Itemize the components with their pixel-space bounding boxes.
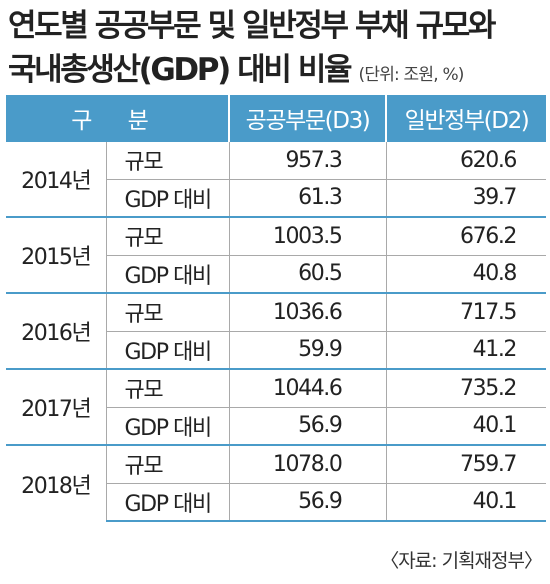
table-row: GDP 대비 59.9 41.2 bbox=[6, 330, 547, 369]
title-line-2: 국내총생산(GDP) 대비 비율 (단위: 조원, %) bbox=[8, 48, 544, 97]
general-value: 40.1 bbox=[385, 406, 547, 445]
debt-table: 구 분 공공부문(D3) 일반정부(D2) 2014년 규모 957.3 620… bbox=[6, 95, 547, 522]
public-value: 61.3 bbox=[229, 178, 387, 217]
row-label: 규모 bbox=[106, 292, 230, 331]
general-value: 39.7 bbox=[385, 178, 547, 217]
public-value: 60.5 bbox=[229, 254, 387, 293]
general-value: 41.2 bbox=[385, 330, 547, 369]
row-label: GDP 대비 bbox=[106, 330, 230, 369]
general-value: 735.2 bbox=[385, 368, 547, 407]
row-label: GDP 대비 bbox=[106, 178, 230, 217]
general-value: 717.5 bbox=[385, 292, 547, 331]
general-value: 40.1 bbox=[385, 482, 547, 522]
year-cell: 2016년 bbox=[6, 292, 107, 369]
public-value: 1044.6 bbox=[229, 368, 387, 407]
header-category: 구 분 bbox=[6, 95, 230, 141]
table-row: 2017년 규모 1044.6 735.2 bbox=[6, 368, 547, 445]
table-row: GDP 대비 60.5 40.8 bbox=[6, 254, 547, 293]
public-value: 1078.0 bbox=[229, 444, 387, 483]
table-row: 2018년 규모 1078.0 759.7 bbox=[6, 444, 547, 521]
title-line-2-text: 국내총생산(GDP) 대비 비율 bbox=[8, 52, 353, 88]
general-value: 620.6 bbox=[385, 140, 547, 179]
row-label: GDP 대비 bbox=[106, 406, 230, 445]
table-row: 2015년 규모 1003.5 676.2 bbox=[6, 216, 547, 293]
year-cell: 2014년 bbox=[6, 140, 107, 217]
title-line-1: 연도별 공공부문 및 일반정부 부채 규모와 bbox=[8, 8, 496, 44]
year-cell: 2017년 bbox=[6, 368, 107, 445]
unit-note: (단위: 조원, %) bbox=[358, 65, 465, 85]
row-label: 규모 bbox=[106, 444, 230, 483]
public-value: 59.9 bbox=[229, 330, 387, 369]
general-value: 40.8 bbox=[385, 254, 547, 293]
table-row: 2016년 규모 1036.6 717.5 bbox=[6, 292, 547, 369]
public-value: 1003.5 bbox=[229, 216, 387, 255]
page-title: 연도별 공공부문 및 일반정부 부채 규모와 국내총생산(GDP) 대비 비율 … bbox=[8, 4, 544, 97]
public-value: 56.9 bbox=[229, 482, 387, 522]
table-row: GDP 대비 56.9 40.1 bbox=[6, 482, 547, 522]
general-value: 759.7 bbox=[385, 444, 547, 483]
source-note: 〈자료: 기획재정부〉 bbox=[380, 550, 543, 572]
header-public-sector: 공공부문(D3) bbox=[228, 95, 387, 141]
row-label: GDP 대비 bbox=[106, 254, 230, 293]
table-row: GDP 대비 56.9 40.1 bbox=[6, 406, 547, 445]
header-general-government: 일반정부(D2) bbox=[385, 95, 547, 141]
row-label: GDP 대비 bbox=[106, 482, 230, 522]
public-value: 56.9 bbox=[229, 406, 387, 445]
public-value: 957.3 bbox=[229, 140, 387, 179]
table-row: 2014년 규모 957.3 620.6 bbox=[6, 140, 547, 217]
row-label: 규모 bbox=[106, 216, 230, 255]
general-value: 676.2 bbox=[385, 216, 547, 255]
row-label: 규모 bbox=[106, 368, 230, 407]
row-label: 규모 bbox=[106, 140, 230, 179]
table-header-row: 구 분 공공부문(D3) 일반정부(D2) bbox=[6, 95, 547, 141]
year-cell: 2018년 bbox=[6, 444, 107, 521]
public-value: 1036.6 bbox=[229, 292, 387, 331]
table-row: GDP 대비 61.3 39.7 bbox=[6, 178, 547, 217]
year-cell: 2015년 bbox=[6, 216, 107, 293]
